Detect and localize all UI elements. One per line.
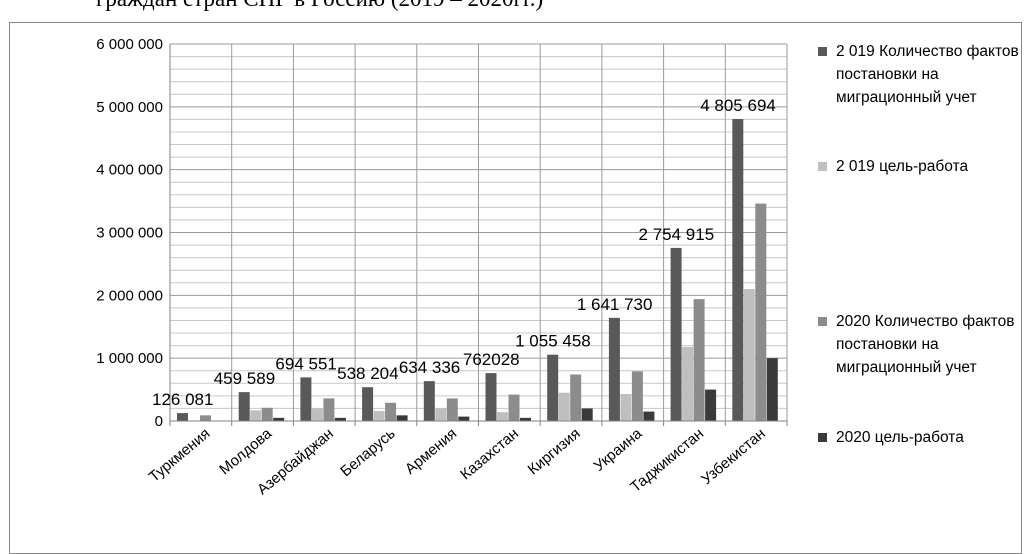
bar — [693, 299, 705, 421]
bar — [250, 410, 262, 421]
legend-item-1: 2 019 Количество фактов постановки на ми… — [818, 40, 1026, 109]
bar — [620, 393, 632, 421]
bar — [766, 358, 778, 421]
bar — [732, 119, 744, 421]
bar — [485, 373, 497, 421]
category-label: Казахстан — [457, 425, 522, 483]
data-label: 694 551 — [275, 354, 336, 373]
bar — [446, 398, 458, 421]
bar — [643, 411, 655, 421]
data-label: 126 081 — [152, 390, 213, 409]
legend-swatch-3 — [818, 317, 827, 326]
bar — [362, 387, 374, 421]
data-label: 459 589 — [214, 369, 275, 388]
bar — [238, 392, 250, 421]
bar — [261, 407, 273, 421]
legend-swatch-1 — [818, 47, 827, 56]
chart-frame — [9, 22, 1022, 554]
legend-label-4: 2020 цель-работа — [836, 429, 964, 446]
data-label: 538 204 — [337, 364, 398, 383]
y-tick-label: 3 000 000 — [96, 225, 163, 242]
category-label: Армения — [402, 425, 460, 478]
bar — [743, 289, 755, 421]
category-label: Украина — [591, 425, 646, 475]
category-label: Узбекистан — [698, 425, 769, 488]
bar — [435, 408, 447, 421]
legend-label-2: 2 019 цель-работа — [836, 158, 969, 175]
bar — [423, 381, 435, 421]
bar — [311, 408, 323, 421]
category-label: Туркмения — [146, 425, 214, 486]
bar — [520, 417, 531, 421]
bar — [458, 416, 470, 421]
bar — [334, 417, 346, 421]
bar — [547, 354, 559, 421]
bar — [497, 412, 508, 421]
data-label: 2 754 915 — [639, 225, 715, 244]
legend-item-4: 2020 цель-работа — [818, 426, 1026, 449]
data-label: 762028 — [463, 350, 520, 369]
y-tick-label: 5 000 000 — [96, 99, 163, 116]
bar — [273, 417, 285, 421]
y-tick-label: 2 000 000 — [96, 287, 163, 304]
y-axis-ticks: 6 000 000 5 000 000 4 000 000 3 000 000 2 00… — [96, 36, 163, 430]
bar — [385, 402, 397, 421]
bar — [177, 413, 188, 421]
y-tick-label: 6 000 000 — [96, 36, 163, 53]
bar — [682, 346, 694, 421]
legend-label-3: 2020 Количество фактов постановки на миг… — [836, 313, 1015, 376]
legend-label-1: 2 019 Количество фактов постановки на ми… — [836, 43, 1019, 106]
category-label: Молдова — [216, 425, 275, 479]
bar — [200, 415, 211, 421]
y-tick-label: 1 000 000 — [96, 350, 163, 367]
category-label: Киргизия — [525, 425, 584, 478]
category-label: Беларусь — [337, 425, 398, 480]
data-label: 4 805 694 — [700, 96, 776, 115]
data-label: 634 336 — [399, 358, 460, 377]
bar — [570, 374, 582, 421]
y-tick-label: 0 — [155, 413, 163, 430]
bar — [670, 247, 682, 421]
bar-chart: 6 000 000 5 000 000 4 000 000 3 000 000 2 00… — [96, 36, 788, 499]
bar — [373, 410, 385, 421]
bar — [396, 415, 408, 421]
bar — [608, 317, 620, 421]
bar — [755, 203, 767, 421]
data-label: 1 641 730 — [577, 295, 653, 314]
legend-item-3: 2020 Количество фактов постановки на миг… — [818, 310, 1026, 379]
bar — [558, 392, 570, 421]
bar — [300, 377, 312, 421]
legend-item-2: 2 019 цель-работа — [818, 155, 1026, 178]
bars — [177, 119, 778, 421]
bar — [581, 408, 593, 421]
legend-swatch-2 — [818, 162, 827, 171]
bar — [705, 389, 717, 421]
data-label: 1 055 458 — [515, 332, 591, 351]
bar — [323, 398, 335, 421]
bar — [508, 394, 520, 421]
bar — [631, 371, 643, 421]
axes — [169, 44, 788, 426]
legend-swatch-4 — [818, 433, 827, 442]
y-tick-label: 4 000 000 — [96, 162, 163, 179]
